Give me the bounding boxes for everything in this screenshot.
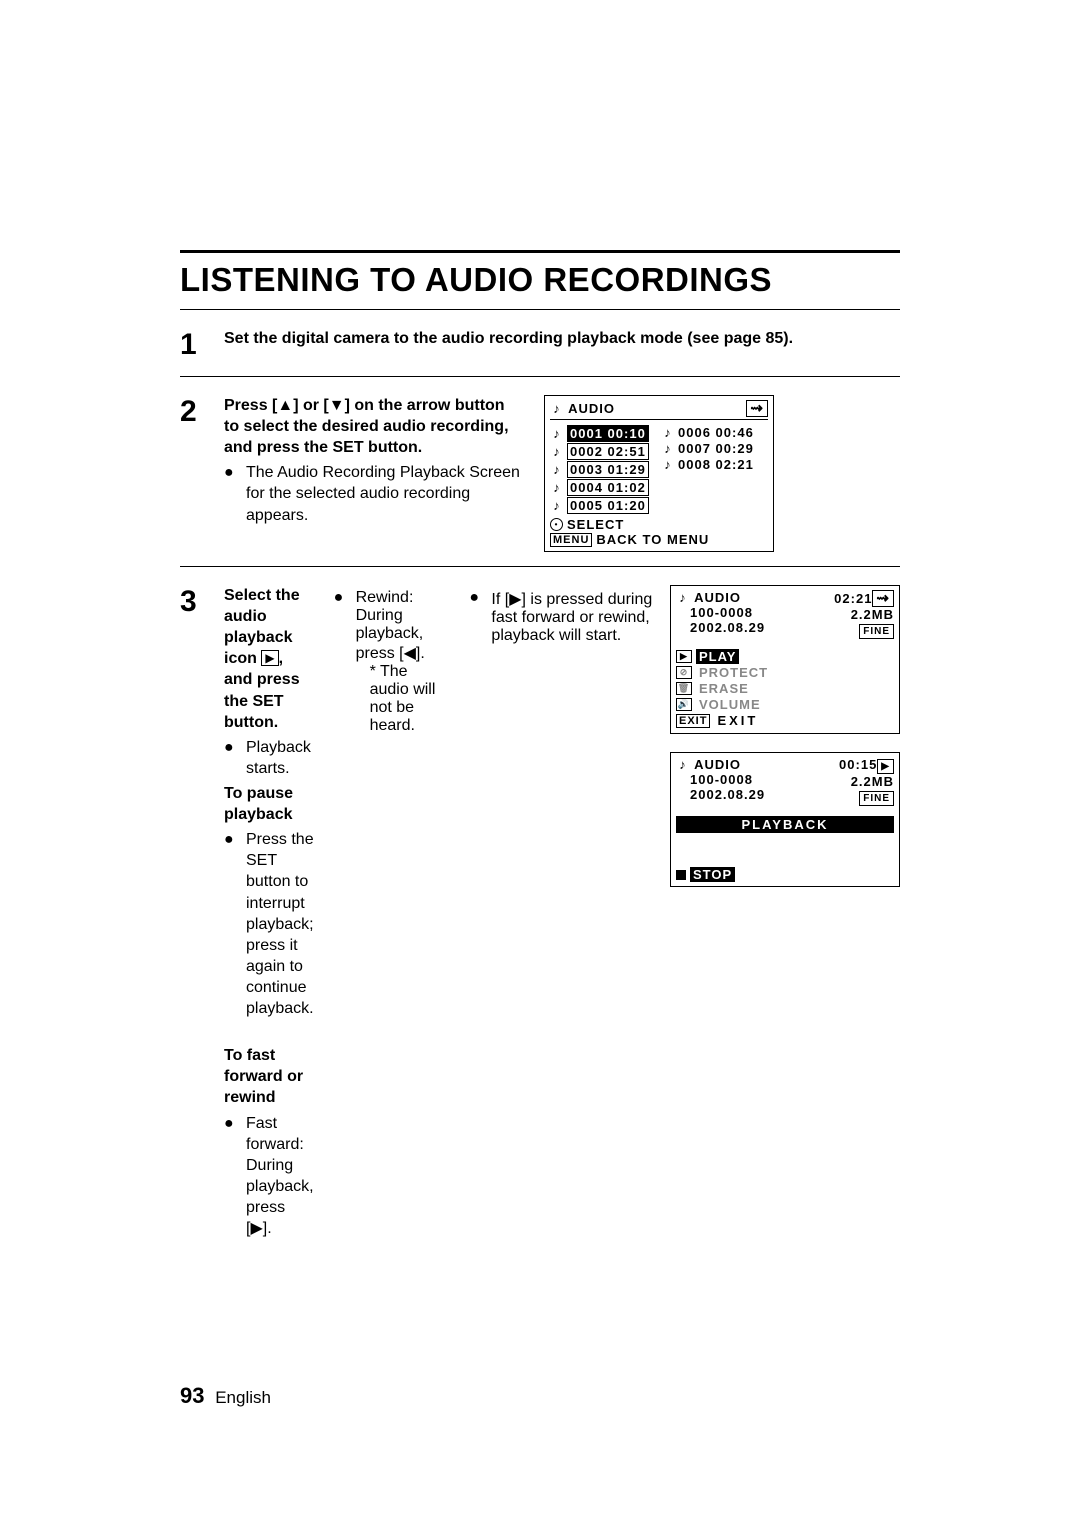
menu-icon: MENU <box>550 533 592 547</box>
list-item: 0008 02:21 <box>678 457 754 472</box>
lcd-title: AUDIO <box>694 757 741 772</box>
stop-icon <box>676 870 686 880</box>
file-size: 2.2MB <box>839 774 894 789</box>
list-item: 0003 01:29 <box>567 461 649 478</box>
file-id: 100-0008 <box>676 772 765 787</box>
step-2-bullet: The Audio Recording Playback Screen for … <box>246 462 524 525</box>
mode-icon: ⇝ <box>872 590 894 607</box>
music-note-icon: ♪ <box>550 401 564 416</box>
select-icon: • <box>550 518 563 531</box>
music-note-icon: ♪ <box>550 480 564 495</box>
bullet-text: Rewind: During playback, press [◀].* The… <box>356 589 450 1239</box>
menu-text: BACK TO MENU <box>596 532 709 547</box>
lcd-list-right: ♪0006 00:46 ♪0007 00:29 ♪0008 02:21 <box>661 424 768 515</box>
list-item: 0005 01:20 <box>567 497 649 514</box>
play-icon: ▶ <box>676 650 692 663</box>
file-id: 100-0008 <box>676 605 765 620</box>
select-label: SELECT <box>567 517 624 532</box>
bullet-icon: ● <box>469 589 483 1239</box>
lcd-list-left: ♪0001 00:10 ♪0002 02:51 ♪0003 01:29 ♪000… <box>550 424 657 515</box>
list-item: 0002 02:51 <box>567 443 649 460</box>
step-1: 1 Set the digital camera to the audio re… <box>180 310 900 362</box>
list-item: 0006 00:46 <box>678 425 754 440</box>
lcd-title: AUDIO <box>694 590 741 605</box>
play-icon: ▶ <box>261 650 278 666</box>
bullet-icon: ● <box>224 462 238 525</box>
step-2-text: Press [▲] or [▼] on the arrow button to … <box>224 397 509 456</box>
bullet-text: If [▶] is pressed during fast forward or… <box>491 589 670 1239</box>
mode-icon: ⇝ <box>746 400 768 417</box>
protect-icon: ⊘ <box>676 666 692 679</box>
stop-label: STOP <box>690 867 735 882</box>
step-1-text: Set the digital camera to the audio reco… <box>224 330 793 347</box>
page-title: LISTENING TO AUDIO RECORDINGS <box>180 261 900 299</box>
menu-play: PLAY <box>696 649 739 664</box>
music-note-icon: ♪ <box>676 757 690 772</box>
music-note-icon: ♪ <box>676 590 690 605</box>
bullet-text: Fast forward: During playback, press [▶]… <box>246 1113 314 1240</box>
list-item: 0007 00:29 <box>678 441 754 456</box>
music-note-icon: ♪ <box>661 441 675 456</box>
bullet-icon: ● <box>224 737 238 779</box>
quality-badge: FINE <box>859 791 894 806</box>
rule-top <box>180 250 900 253</box>
bullet-text: Press the SET button to interrupt playba… <box>246 829 314 1019</box>
menu-exit: EXIT <box>714 713 761 728</box>
file-size: 2.2MB <box>834 607 894 622</box>
lcd-title: AUDIO <box>568 401 615 416</box>
music-note-icon: ♪ <box>550 444 564 459</box>
step-2: 2 Press [▲] or [▼] on the arrow button t… <box>180 377 900 552</box>
menu-erase: ERASE <box>696 681 752 696</box>
exit-icon: EXIT <box>676 714 710 728</box>
step-number: 3 <box>180 585 224 1239</box>
right-arrow-icon: ▶ <box>250 1220 262 1237</box>
page-footer: 93 English <box>180 1383 271 1409</box>
duration: 02:21 <box>834 591 872 606</box>
bullet-icon: ● <box>224 1113 238 1240</box>
date: 2002.08.29 <box>676 787 765 802</box>
music-note-icon: ♪ <box>550 426 564 441</box>
bullet-text: Playback starts. <box>246 737 314 779</box>
manual-page: LISTENING TO AUDIO RECORDINGS 1 Set the … <box>0 0 1080 1529</box>
menu-protect: PROTECT <box>696 665 771 680</box>
music-note-icon: ♪ <box>550 462 564 477</box>
play-indicator-icon: ▶ <box>877 759 894 774</box>
left-arrow-icon: ◀ <box>404 645 416 662</box>
step-number: 1 <box>180 328 224 362</box>
music-note-icon: ♪ <box>550 498 564 513</box>
step-3: 3 Select the audio playback icon ▶, and … <box>180 567 900 1239</box>
pause-heading: To pause playback <box>224 783 314 825</box>
playback-status: PLAYBACK <box>676 816 894 833</box>
ff-heading: To fast forward or rewind <box>224 1045 314 1108</box>
step-number: 2 <box>180 395 224 552</box>
music-note-icon: ♪ <box>661 425 675 440</box>
lcd-playing: ♪ AUDIO 100-0008 2002.08.29 00:15▶ 2.2MB… <box>670 752 900 887</box>
date: 2002.08.29 <box>676 620 765 635</box>
music-note-icon: ♪ <box>661 457 675 472</box>
list-item: 0001 00:10 <box>567 425 649 442</box>
bullet-icon: ● <box>334 589 348 1239</box>
volume-icon: 🔊 <box>676 698 692 711</box>
lcd-playback-menu: ♪ AUDIO 100-0008 2002.08.29 02:21⇝ 2.2MB… <box>670 585 900 734</box>
language-label: English <box>215 1388 271 1407</box>
page-number: 93 <box>180 1383 204 1408</box>
elapsed-time: 00:15 <box>839 757 877 772</box>
menu-volume: VOLUME <box>696 697 764 712</box>
list-item: 0004 01:02 <box>567 479 649 496</box>
right-arrow-icon: ▶ <box>509 591 521 608</box>
note-text: * The audio will not be heard. <box>356 663 450 735</box>
erase-icon: 🗑 <box>676 682 692 695</box>
bullet-icon: ● <box>224 829 238 1019</box>
quality-badge: FINE <box>859 624 894 639</box>
lcd-audio-list: ♪ AUDIO ⇝ ♪0001 00:10 ♪0002 02:51 ♪0003 … <box>544 395 774 552</box>
